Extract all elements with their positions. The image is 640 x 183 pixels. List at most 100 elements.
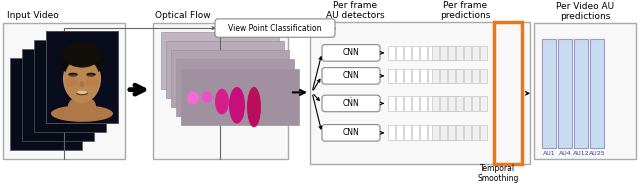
Bar bbox=[412, 96, 419, 111]
Text: CNN: CNN bbox=[342, 128, 360, 137]
Ellipse shape bbox=[64, 58, 100, 102]
Bar bbox=[388, 46, 395, 60]
Bar bbox=[452, 68, 459, 83]
Bar bbox=[472, 126, 479, 140]
Bar bbox=[436, 126, 443, 140]
Bar bbox=[440, 68, 447, 83]
Text: View Point Classification: View Point Classification bbox=[228, 24, 322, 33]
Bar bbox=[420, 68, 427, 83]
Bar bbox=[3, 23, 125, 159]
Bar bbox=[396, 126, 403, 140]
Bar bbox=[310, 22, 530, 164]
Ellipse shape bbox=[86, 73, 95, 77]
Bar bbox=[46, 31, 118, 123]
Ellipse shape bbox=[77, 91, 87, 94]
Ellipse shape bbox=[51, 105, 113, 122]
Ellipse shape bbox=[60, 42, 104, 79]
Bar bbox=[412, 126, 419, 140]
Bar bbox=[428, 46, 435, 60]
Bar bbox=[22, 49, 94, 141]
Bar bbox=[432, 126, 439, 140]
Ellipse shape bbox=[247, 87, 261, 127]
Bar bbox=[432, 46, 439, 60]
Bar bbox=[171, 50, 289, 107]
Bar bbox=[420, 46, 427, 60]
Bar bbox=[534, 23, 636, 159]
Text: .: . bbox=[349, 96, 353, 106]
Bar bbox=[448, 96, 455, 111]
Bar bbox=[440, 96, 447, 111]
Text: Input Video: Input Video bbox=[7, 11, 59, 20]
Bar bbox=[472, 46, 479, 60]
Bar bbox=[412, 46, 419, 60]
Text: CNN: CNN bbox=[342, 48, 360, 57]
Ellipse shape bbox=[229, 87, 245, 124]
Bar bbox=[444, 46, 451, 60]
Bar bbox=[444, 126, 451, 140]
Bar bbox=[590, 39, 604, 147]
Bar bbox=[432, 68, 439, 83]
Bar bbox=[452, 46, 459, 60]
Bar bbox=[428, 126, 435, 140]
Bar bbox=[432, 96, 439, 111]
Bar bbox=[428, 68, 435, 83]
Ellipse shape bbox=[202, 92, 212, 102]
Bar bbox=[464, 96, 471, 111]
FancyBboxPatch shape bbox=[322, 95, 380, 112]
Bar bbox=[404, 46, 411, 60]
Bar bbox=[176, 59, 294, 116]
Bar bbox=[480, 68, 487, 83]
Bar bbox=[420, 96, 427, 111]
Bar bbox=[404, 96, 411, 111]
Bar bbox=[46, 31, 118, 123]
Bar bbox=[558, 39, 572, 147]
Text: Temporal
Smoothing: Temporal Smoothing bbox=[477, 164, 518, 183]
Bar bbox=[448, 46, 455, 60]
Bar bbox=[574, 39, 588, 147]
Bar bbox=[456, 126, 463, 140]
Bar bbox=[452, 96, 459, 111]
Bar bbox=[436, 68, 443, 83]
FancyBboxPatch shape bbox=[322, 125, 380, 141]
Bar bbox=[456, 68, 463, 83]
Bar bbox=[153, 23, 288, 159]
FancyBboxPatch shape bbox=[322, 68, 380, 84]
Bar bbox=[464, 46, 471, 60]
Bar bbox=[440, 46, 447, 60]
FancyBboxPatch shape bbox=[322, 45, 380, 61]
Bar bbox=[404, 68, 411, 83]
Bar bbox=[472, 68, 479, 83]
Bar bbox=[428, 96, 435, 111]
Text: Optical Flow: Optical Flow bbox=[155, 11, 211, 20]
Text: CNN: CNN bbox=[342, 99, 360, 108]
Bar bbox=[452, 126, 459, 140]
Bar bbox=[181, 68, 299, 126]
Bar bbox=[448, 68, 455, 83]
Text: Per Video AU
predictions: Per Video AU predictions bbox=[556, 2, 614, 21]
Ellipse shape bbox=[215, 89, 229, 115]
Bar bbox=[464, 68, 471, 83]
Ellipse shape bbox=[63, 42, 101, 68]
Bar bbox=[480, 126, 487, 140]
Text: AU1: AU1 bbox=[543, 152, 556, 156]
Ellipse shape bbox=[187, 92, 199, 104]
Text: AU25: AU25 bbox=[589, 152, 605, 156]
Text: AU12: AU12 bbox=[573, 152, 589, 156]
Bar bbox=[448, 126, 455, 140]
Bar bbox=[472, 96, 479, 111]
Bar bbox=[388, 96, 395, 111]
Bar bbox=[396, 96, 403, 111]
Bar bbox=[412, 68, 419, 83]
Ellipse shape bbox=[86, 78, 98, 87]
Text: Per frame
AU detectors: Per frame AU detectors bbox=[326, 1, 384, 20]
Bar bbox=[542, 39, 556, 147]
Bar bbox=[480, 46, 487, 60]
Bar bbox=[464, 126, 471, 140]
Bar bbox=[436, 96, 443, 111]
Bar bbox=[404, 126, 411, 140]
Ellipse shape bbox=[79, 81, 84, 87]
Bar bbox=[47, 32, 117, 122]
Bar bbox=[494, 22, 522, 164]
Bar bbox=[34, 40, 106, 132]
Bar bbox=[396, 68, 403, 83]
